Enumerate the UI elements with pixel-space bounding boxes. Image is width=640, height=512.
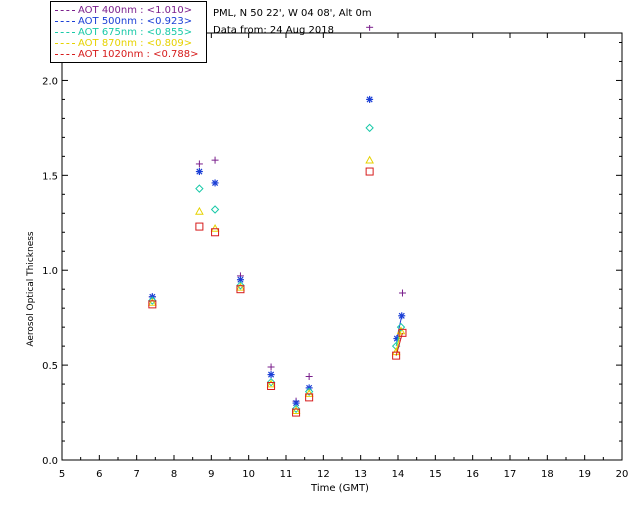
aot-870nm-point-7 [365, 155, 374, 164]
x-tick-label-5: 5 [59, 469, 65, 480]
aot-400nm-point-2 [211, 156, 219, 164]
aot-870nm-point-6 [304, 389, 314, 397]
aot-400nm-point-4 [267, 363, 275, 371]
aot-500nm-point-5 [292, 399, 300, 407]
aot-675nm-point-4 [266, 377, 276, 387]
legend-swatch-675nm [55, 31, 75, 33]
x-tick-label-18: 18 [541, 469, 554, 480]
aot-675nm-point-1 [195, 184, 204, 193]
aot-1020nm-point-3 [236, 285, 245, 294]
aot-1020nm-point-8 [392, 351, 401, 360]
aot-1020nm-point-1 [195, 222, 204, 231]
aot-870nm-point-3 [236, 282, 245, 291]
x-tick-label-15: 15 [429, 469, 442, 480]
aot-1020nm-point-5 [292, 408, 301, 417]
y-tick-label-1.0: 1.0 [42, 266, 58, 277]
legend-entry-675nm: AOT 675nm : <0.855> [55, 27, 192, 39]
aot-675nm-point-5 [291, 404, 301, 413]
x-tick-label-16: 16 [466, 469, 479, 480]
aot-500nm-point-4 [267, 371, 275, 379]
aot-1020nm-point-0 [148, 300, 157, 309]
x-tick-label-12: 12 [317, 469, 330, 480]
legend-label-1020nm: AOT 1020nm : <0.788> [78, 49, 199, 60]
legend-swatch-870nm [55, 42, 75, 44]
aot-400nm-point-6 [305, 372, 313, 380]
aot-870nm-segment [395, 330, 402, 352]
aot-870nm-point-1 [195, 206, 204, 215]
aot-870nm-point-2 [210, 223, 220, 232]
aot-500nm-point-2 [211, 179, 219, 187]
aot-870nm-point-5 [291, 406, 301, 414]
x-axis-label: Time (GMT) [310, 483, 369, 494]
legend: AOT 400nm : <1.010> AOT 500nm : <0.923> … [50, 1, 207, 63]
x-tick-label-6: 6 [96, 469, 102, 480]
aot-675nm-point-3 [236, 281, 245, 290]
x-tick-label-10: 10 [242, 469, 255, 480]
location-info: PML, N 50 22', W 04 08', Alt 0m [213, 8, 372, 19]
aot-675nm-point-2 [210, 205, 220, 214]
y-tick-label-2.0: 2.0 [42, 76, 58, 87]
aot-1020nm-point-6 [305, 393, 314, 402]
x-tick-label-14: 14 [392, 469, 405, 480]
x-tick-label-20: 20 [616, 469, 629, 480]
x-tick-label-7: 7 [133, 469, 139, 480]
aot-870nm-point-4 [266, 379, 276, 388]
chart-marks [147, 25, 407, 417]
aot-675nm-point-9 [396, 322, 406, 332]
legend-swatch-400nm [55, 9, 75, 11]
aot-675nm-point-0 [148, 296, 157, 305]
aot-400nm-point-1 [195, 160, 203, 168]
aot-675nm-point-6 [304, 387, 314, 396]
x-tick-label-9: 9 [208, 469, 214, 480]
aot-1020nm-point-2 [211, 228, 220, 237]
legend-entry-1020nm: AOT 1020nm : <0.788> [55, 49, 198, 61]
aot-500nm-point-9 [398, 312, 406, 320]
aot-870nm-point-0 [147, 297, 157, 306]
aot-1020nm-point-9 [398, 328, 407, 337]
legend-entry-500nm: AOT 500nm : <0.923> [55, 16, 192, 28]
legend-label-675nm: AOT 675nm : <0.855> [78, 27, 193, 38]
legend-swatch-1020nm [55, 53, 75, 55]
aot-400nm-point-7 [366, 25, 374, 31]
x-tick-label-8: 8 [171, 469, 177, 480]
legend-label-500nm: AOT 500nm : <0.923> [78, 16, 193, 27]
y-tick-label-1.5: 1.5 [42, 171, 58, 182]
date-info: Data from: 24 Aug 2018 [213, 25, 334, 36]
legend-swatch-500nm [55, 20, 75, 22]
aot-1020nm-point-4 [267, 381, 276, 390]
aot-500nm-point-7 [366, 95, 374, 103]
x-tick-label-11: 11 [280, 469, 293, 480]
chart-axes: 5 6 7 8 9 10 11 12 13 14 15 16 17 18 19 20 0.0 0.5 1.0 1.5 2… [42, 32, 629, 480]
x-tick-label-17: 17 [504, 469, 517, 480]
aot-400nm-point-8 [398, 289, 406, 297]
aot-500nm-point-1 [195, 168, 203, 176]
x-tick-label-19: 19 [578, 469, 591, 480]
aot-500nm-segment [396, 315, 403, 339]
legend-entry-400nm: AOT 400nm : <1.010> [55, 5, 192, 17]
aot-675nm-point-7 [365, 123, 374, 133]
x-tick-label-13: 13 [354, 469, 367, 480]
legend-entry-870nm: AOT 870nm : <0.809> [55, 38, 192, 50]
legend-label-870nm: AOT 870nm : <0.809> [78, 38, 193, 49]
plot-frame [61, 32, 623, 461]
legend-label-400nm: AOT 400nm : <1.010> [78, 5, 193, 16]
y-tick-label-0.5: 0.5 [42, 361, 58, 372]
aot-1020nm-point-7 [365, 167, 374, 176]
y-tick-label-0.0: 0.0 [42, 456, 58, 467]
y-axis-label: Aerosol Optical Thickness [26, 231, 36, 347]
